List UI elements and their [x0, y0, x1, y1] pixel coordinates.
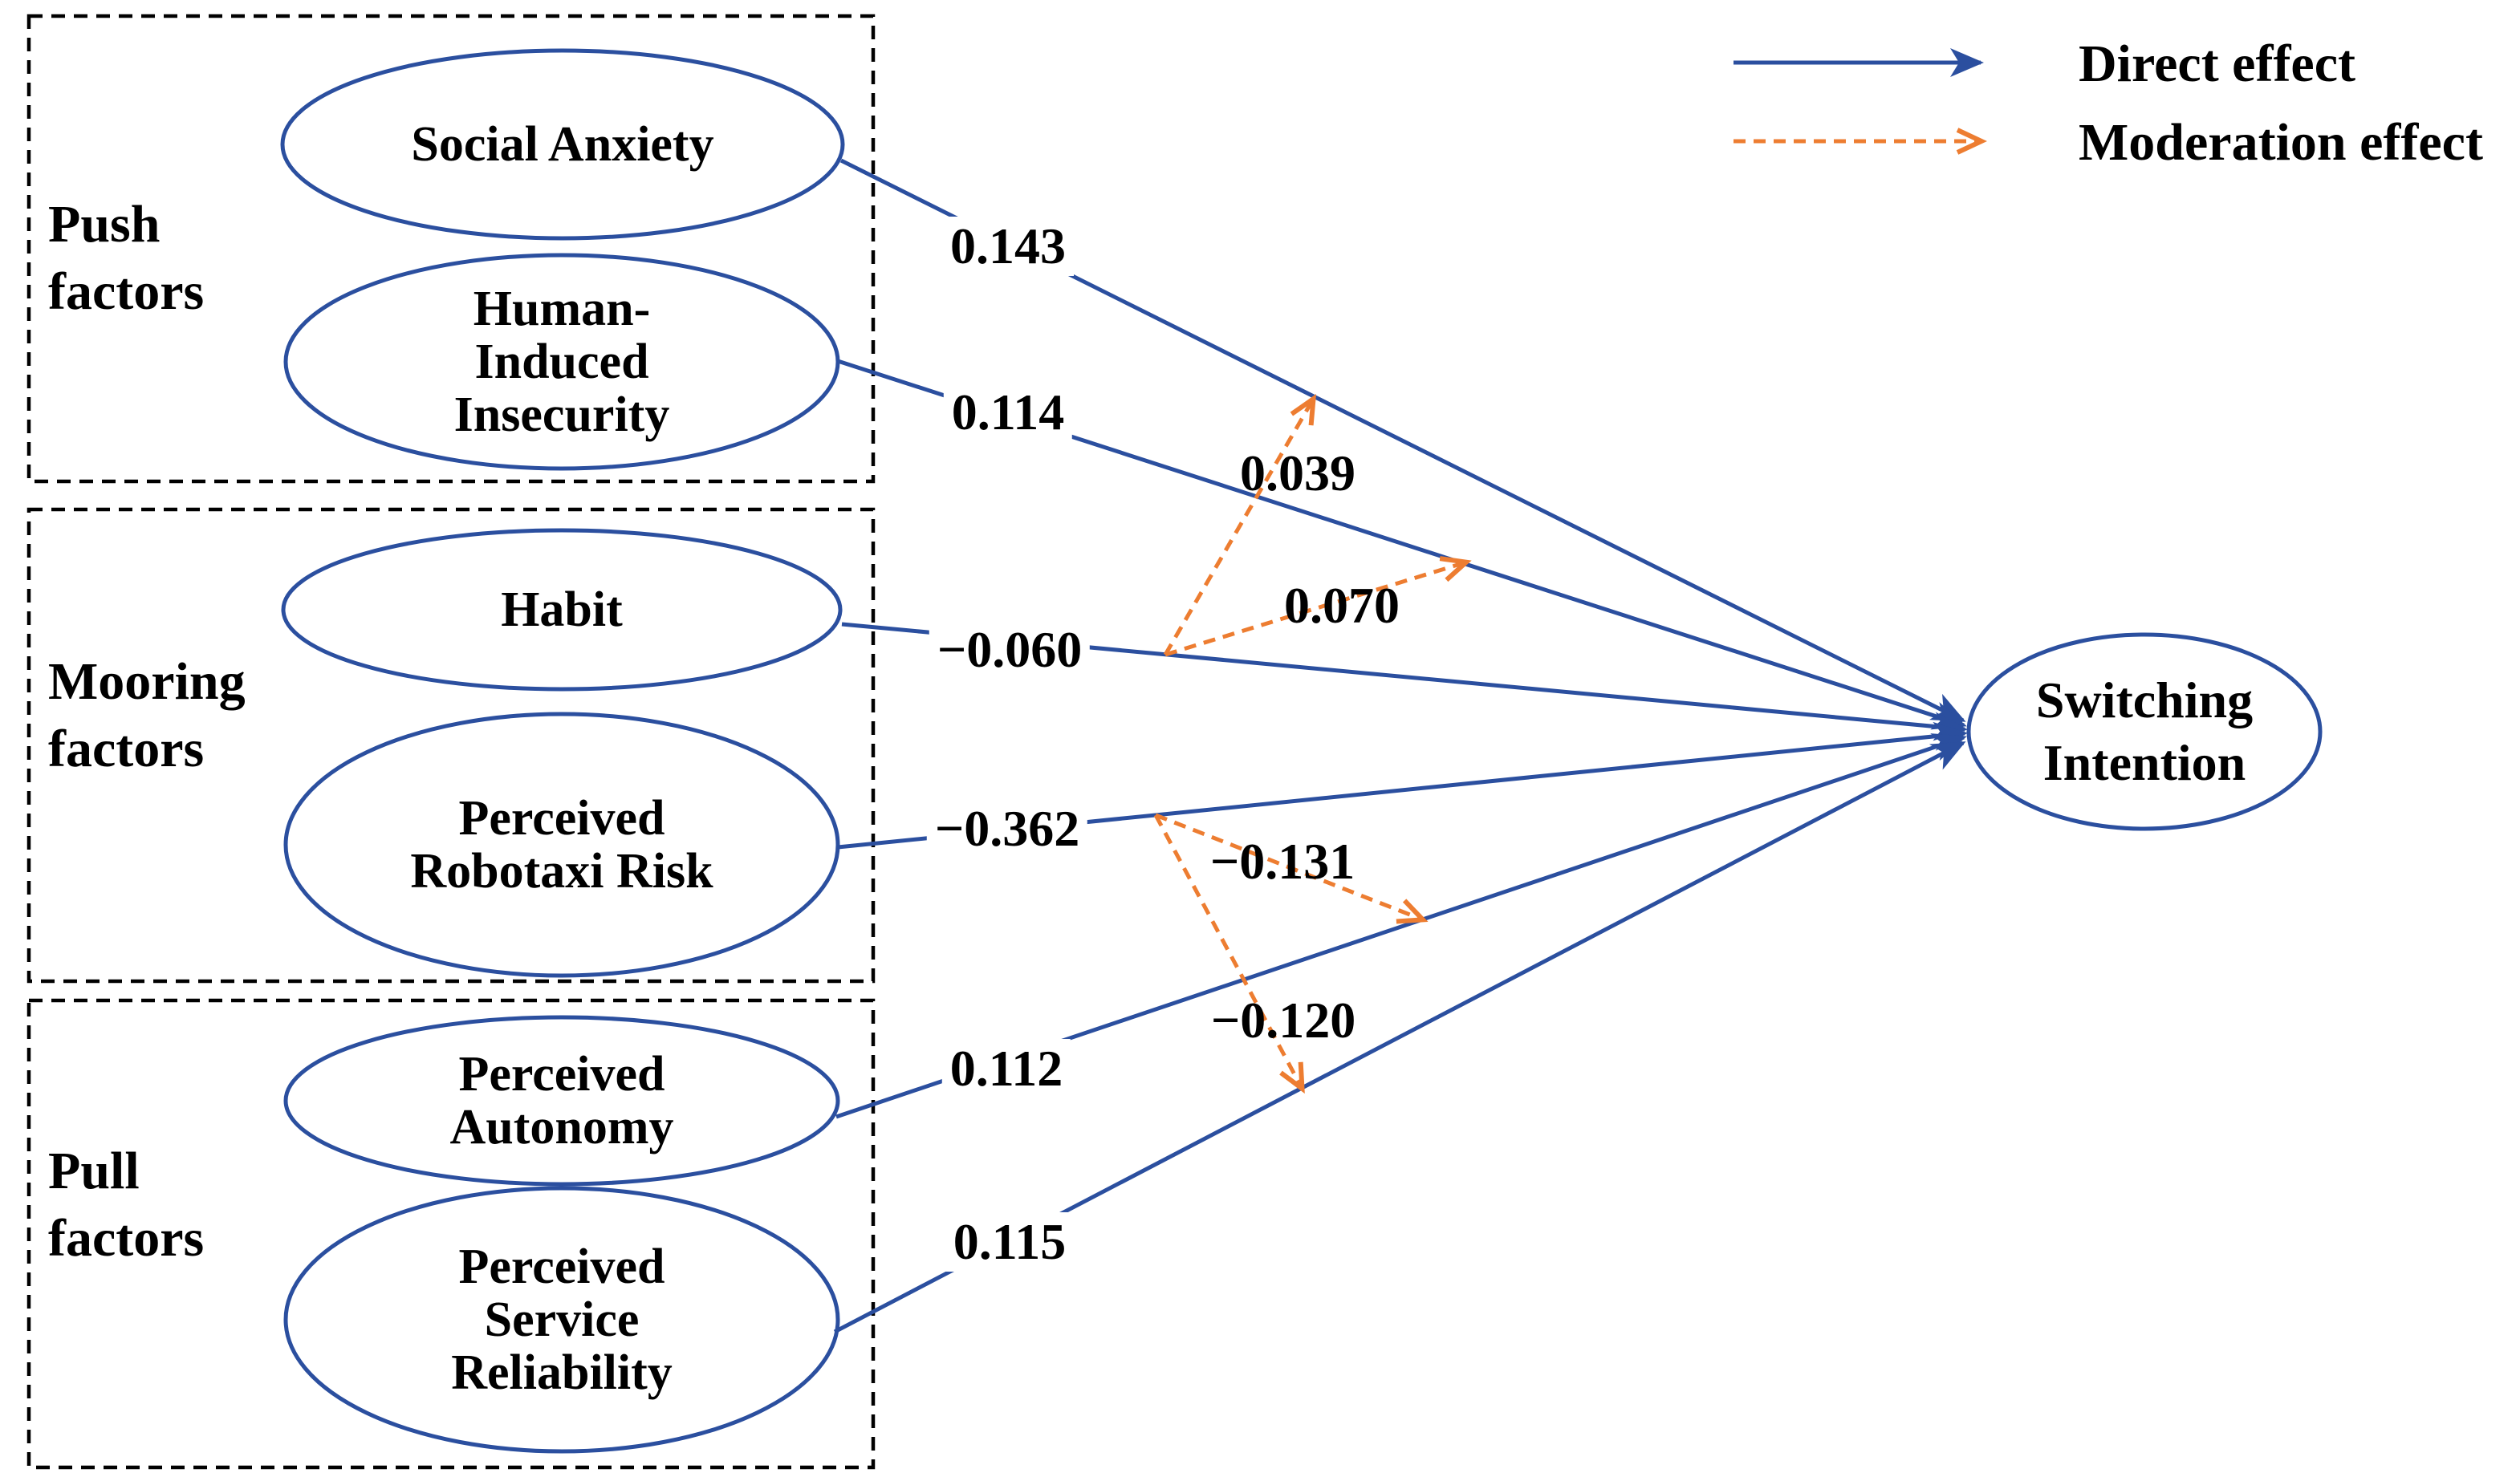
habit-label: Habit [501, 582, 623, 637]
legend-direct-effect-label: Direct effect [2079, 34, 2355, 93]
coef-moderation-pa: −0.131 [1209, 833, 1356, 890]
coef-perceived-robotaxi-risk: −0.362 [926, 799, 1088, 858]
mooring-factors-label: Mooring factors [48, 652, 246, 778]
social-anxiety-label: Social Anxiety [411, 117, 714, 172]
coef-perceived-autonomy: 0.112 [941, 1039, 1071, 1098]
perceived-autonomy-label: Perceived Autonomy [449, 1047, 674, 1154]
push-factors-label: Push factors [48, 195, 205, 321]
perceived-robotaxi-risk-ellipse [283, 712, 840, 978]
habit-ellipse [281, 528, 843, 692]
coef-moderation-psr: −0.120 [1210, 992, 1356, 1049]
coef-social-anxiety: 0.143 [942, 217, 1074, 276]
perceived-robotaxi-risk-label: Perceived Robotaxi Risk [410, 791, 713, 899]
social-anxiety-ellipse [280, 48, 845, 241]
perceived-service-reliability-label: Perceived Service Reliability [451, 1240, 673, 1400]
switching-intention-ellipse [1966, 632, 2323, 831]
moderation-path-prr-on-perceived-autonomy [1155, 813, 1422, 919]
coef-moderation-hii: 0.070 [1284, 577, 1400, 634]
pull-factors-box [26, 998, 876, 1470]
switching-intention-label: Switching Intention [2035, 672, 2254, 791]
mooring-factors-box [26, 507, 876, 984]
coef-perceived-service-reliability: 0.115 [945, 1212, 1075, 1272]
moderation-path-habit-on-social-anxiety [1163, 400, 1313, 656]
perceived-service-reliability-ellipse [283, 1186, 840, 1454]
coef-human-induced-insecurity: 0.114 [943, 383, 1073, 442]
human-induced-insecurity-label: Human- Induced Insecurity [453, 282, 670, 442]
pull-factors-label: Pull factors [48, 1142, 205, 1268]
coef-habit: −0.060 [929, 620, 1091, 680]
moderation-path-habit-on-human-induced-insecurity [1164, 562, 1465, 657]
moderation-path-prr-on-perceived-service-reliability [1153, 814, 1302, 1088]
push-factors-box [26, 14, 876, 484]
coef-moderation-sa: 0.039 [1240, 444, 1356, 501]
perceived-autonomy-ellipse [283, 1015, 840, 1187]
legend-moderation-effect-label: Moderation effect [2079, 113, 2483, 172]
